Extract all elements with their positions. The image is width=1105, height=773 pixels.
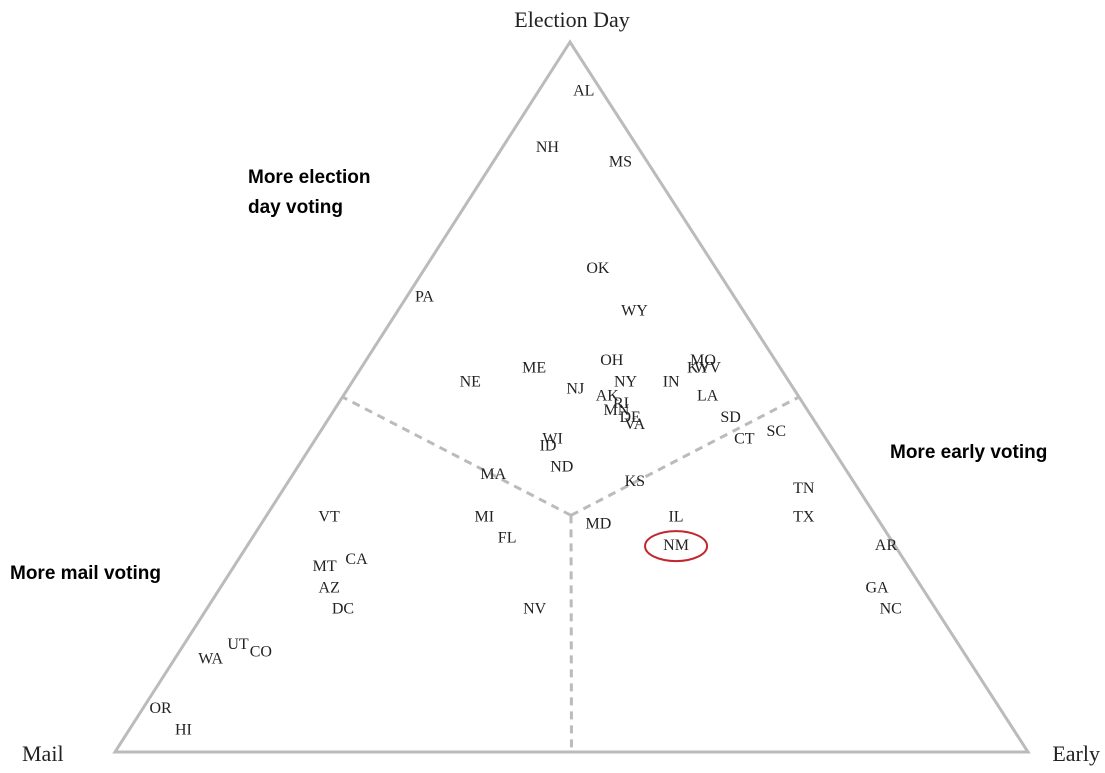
state-label: MO [690, 352, 716, 369]
state-label: MI [474, 508, 494, 525]
state-label: MS [609, 153, 632, 170]
state-label: GA [865, 579, 889, 596]
state-label: NC [880, 601, 902, 618]
state-label: PA [415, 288, 434, 305]
state-label: NM [663, 537, 689, 554]
state-label: WA [198, 650, 223, 667]
state-label: NY [614, 373, 638, 390]
state-label: CT [734, 430, 755, 447]
state-label: AK [596, 388, 620, 405]
state-label: OH [600, 352, 624, 369]
left-axis-label: Mail [22, 741, 64, 766]
state-label: SD [720, 409, 740, 426]
state-label: ME [522, 359, 546, 376]
state-label: MD [586, 515, 612, 532]
state-label: WV [694, 359, 721, 376]
highlight-circle [644, 530, 709, 563]
region-label: More early voting [890, 442, 1047, 463]
state-label: MN [604, 402, 630, 419]
state-label: OR [149, 700, 172, 717]
state-label: KY [687, 359, 711, 376]
state-label: WI [542, 430, 562, 447]
state-label: RI [613, 395, 629, 412]
state-label: MA [480, 466, 506, 483]
top-axis-label: Election Day [514, 7, 629, 32]
state-label: IN [663, 373, 680, 390]
state-label: TX [793, 508, 815, 525]
state-label: NJ [566, 381, 584, 398]
region-divider [341, 395, 572, 517]
state-label: OK [586, 260, 610, 277]
right-axis-label: Early [1052, 741, 1100, 766]
state-label: VT [318, 508, 340, 525]
state-label: CO [250, 643, 272, 660]
state-label: TN [793, 480, 815, 497]
state-label: NE [460, 373, 481, 390]
state-label: VA [624, 416, 645, 433]
state-label: NV [523, 601, 547, 618]
state-label: CA [345, 551, 368, 568]
state-label: WY [621, 302, 648, 319]
state-label: MT [313, 558, 337, 575]
region-label: More mail voting [10, 563, 161, 584]
state-label: HI [175, 721, 192, 738]
state-label: AZ [319, 579, 340, 596]
state-label: FL [498, 530, 517, 547]
state-label: AL [573, 82, 594, 99]
region-label: day voting [248, 197, 343, 218]
state-label: NH [536, 139, 560, 156]
state-label: DC [332, 601, 354, 618]
state-label: ND [550, 459, 573, 476]
state-label: KS [625, 473, 645, 490]
region-divider [569, 515, 573, 753]
state-label: ID [540, 437, 557, 454]
region-divider [570, 395, 800, 517]
state-label: UT [227, 636, 249, 653]
state-label: DE [619, 409, 640, 426]
state-label: IL [668, 508, 683, 525]
state-label: SC [766, 423, 786, 440]
state-label: AR [875, 537, 898, 554]
state-label: LA [697, 388, 719, 405]
region-label: More election [248, 167, 370, 188]
